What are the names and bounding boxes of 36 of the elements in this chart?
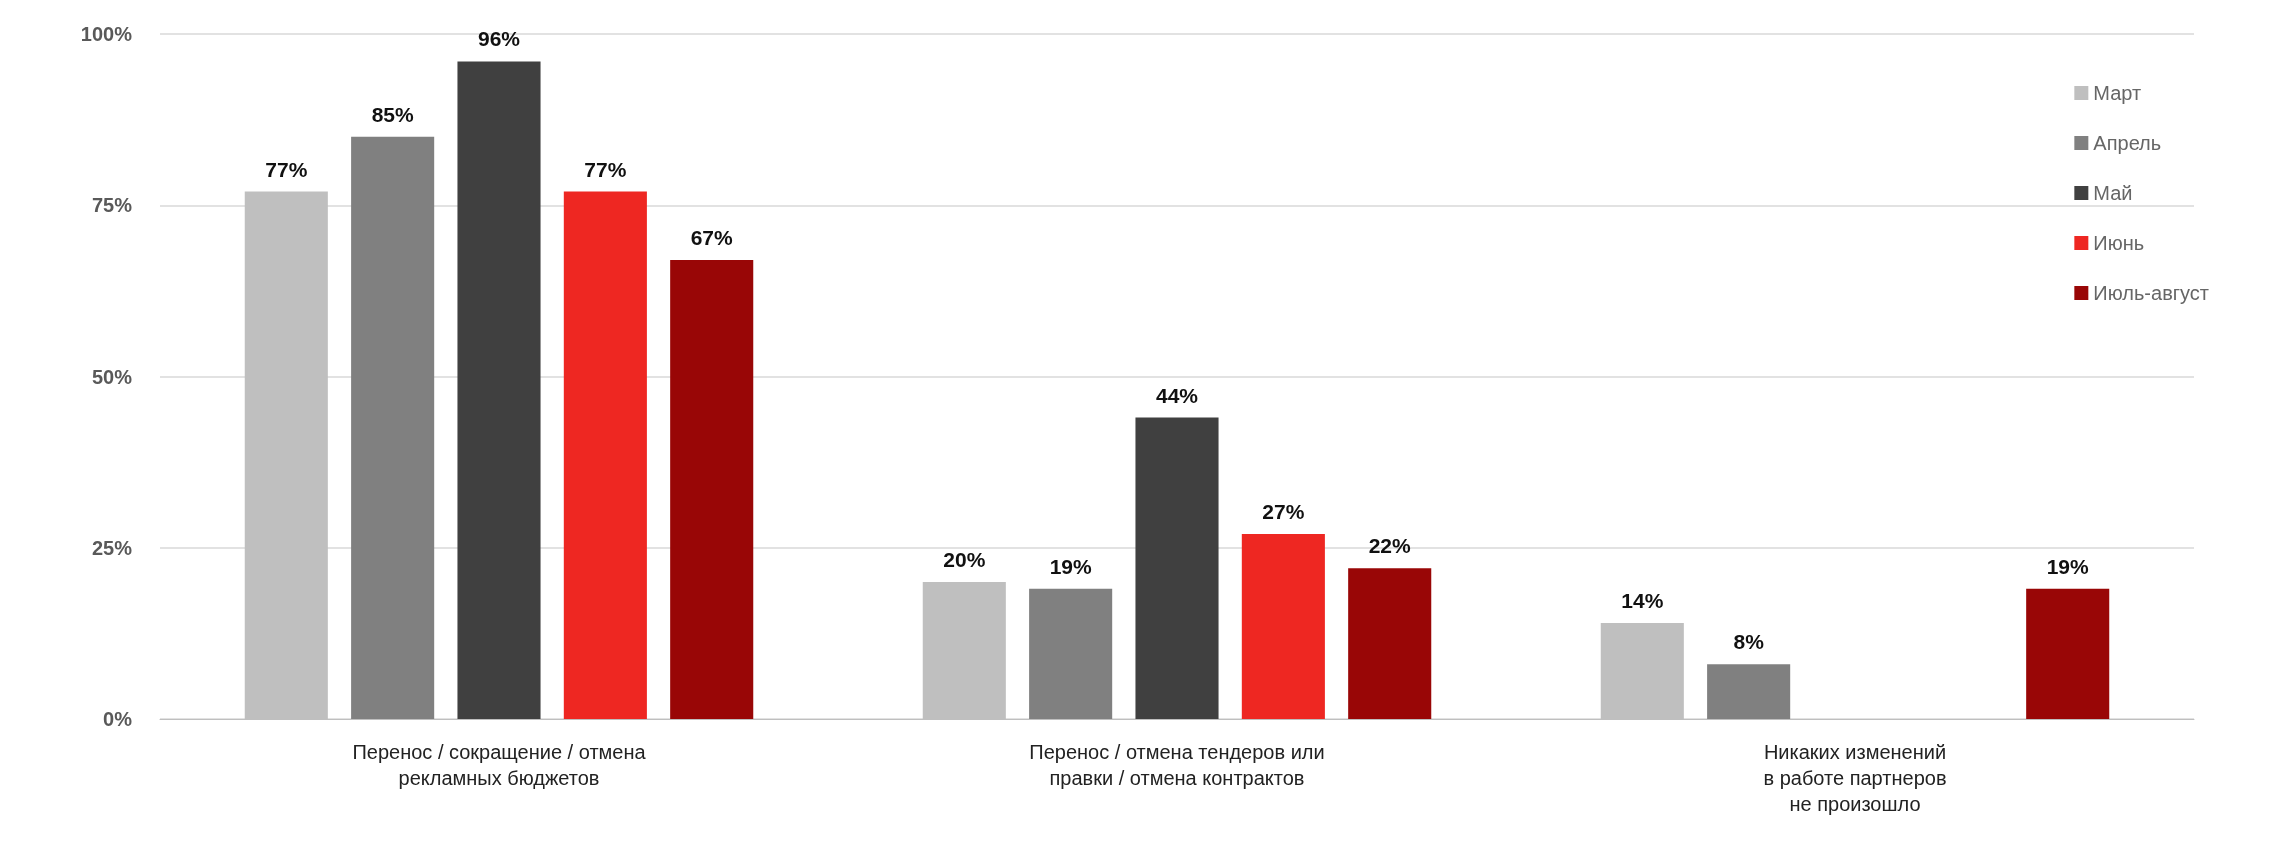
bar: [1135, 417, 1219, 719]
legend-label: Май: [2093, 182, 2133, 204]
x-tick-label: Перенос / отмена тендеров или правки / отмена контрактов: [1029, 741, 1325, 789]
legend-label: Июнь: [2093, 232, 2145, 254]
legend-label: Апрель: [2093, 132, 2162, 154]
bar: [1029, 588, 1113, 719]
data-label: 96%: [477, 27, 521, 51]
y-tick-label: 50%: [91, 365, 133, 388]
bar: [457, 61, 541, 719]
bar: [2026, 588, 2110, 719]
data-label: 22%: [1368, 534, 1412, 558]
data-label: 19%: [1049, 554, 1092, 578]
y-tick-label: 100%: [80, 23, 133, 45]
data-label: 20%: [943, 548, 986, 571]
x-tick-label: Перенос / сокращение / отмена рекламных бюджетов: [352, 741, 647, 789]
legend-label: Март: [2093, 82, 2142, 104]
bar: [670, 260, 754, 719]
data-label: 19%: [2046, 554, 2090, 578]
data-label: 77%: [584, 157, 627, 181]
data-label: 77%: [265, 157, 308, 181]
data-label: 8%: [1733, 630, 1765, 654]
y-tick-label: 25%: [91, 536, 133, 559]
bar: [351, 136, 435, 719]
bar: [1707, 664, 1791, 719]
legend-label: Июль-август: [2093, 282, 2210, 304]
bar: [1241, 534, 1325, 719]
data-label: 14%: [1621, 589, 1664, 613]
data-label: 85%: [371, 102, 414, 126]
y-tick-label: 75%: [91, 194, 133, 217]
data-label: 67%: [690, 226, 734, 250]
data-label: 27%: [1262, 500, 1305, 524]
x-tick-label: Никаких изменений в работе партнеров не произошло: [1763, 741, 1947, 815]
y-tick-label: 0%: [103, 708, 133, 730]
data-label: 44%: [1155, 383, 1199, 407]
bar: [1348, 568, 1432, 719]
bar: [563, 191, 647, 719]
